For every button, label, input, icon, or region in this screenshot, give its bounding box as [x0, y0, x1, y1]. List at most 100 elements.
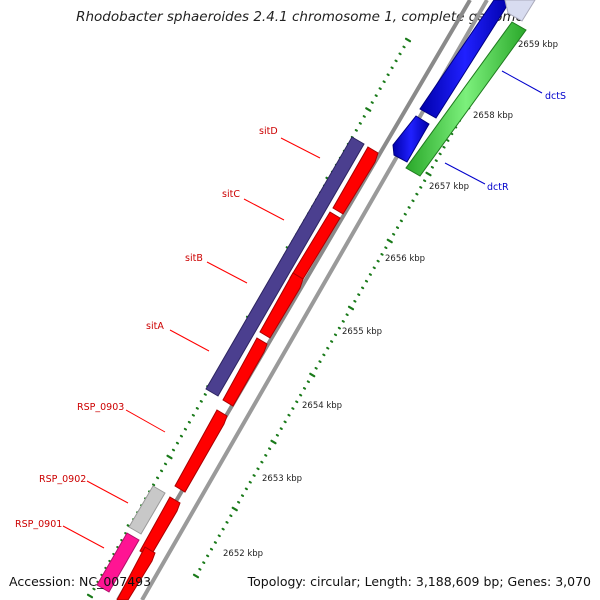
tick-label-2656: 2656 kbp	[385, 254, 425, 264]
leader-RSP_0901	[62, 525, 105, 549]
tick-minor	[217, 534, 221, 538]
cds-sitB	[259, 272, 304, 339]
gene-dctR-green	[405, 21, 527, 177]
tick-minor	[264, 454, 268, 457]
cds-track	[116, 146, 379, 600]
tick-minor	[268, 447, 272, 451]
tick-minor	[438, 152, 442, 156]
tick-minor	[318, 360, 322, 363]
tick-label-2659: 2659 kbp	[518, 40, 558, 50]
tick-minor	[434, 159, 438, 162]
tick-minor	[370, 101, 374, 104]
tick-minor	[229, 514, 233, 518]
tick-label-2652: 2652 kbp	[223, 549, 263, 559]
label-RSP_0902: RSP_0902	[39, 474, 86, 485]
tick-minor	[390, 66, 394, 70]
tick-minor	[175, 441, 180, 445]
tick-minor	[252, 474, 256, 477]
label-sitB: sitB	[185, 253, 203, 264]
tick-minor	[295, 400, 299, 404]
tick-minor	[187, 420, 191, 424]
tick-minor	[382, 80, 386, 84]
tick-minor	[299, 393, 303, 397]
tick-major	[270, 439, 277, 445]
tick-minor	[394, 59, 398, 63]
tick-minor	[92, 587, 96, 591]
tick-minor	[353, 299, 357, 303]
tick-minor	[330, 340, 334, 343]
tick-minor	[155, 476, 160, 480]
cds-sitA	[222, 337, 268, 407]
tick-minor	[395, 226, 400, 229]
tick-minor	[341, 320, 345, 323]
tick-minor	[221, 527, 225, 531]
tick-minor	[260, 460, 264, 464]
leader-dctS	[501, 70, 543, 94]
tick-major	[166, 454, 173, 460]
cds-RSP_0903	[174, 409, 228, 493]
tick-labels: 2652 kbp 2653 kbp 2654 kbp 2655 kbp 2656…	[223, 40, 558, 559]
label-RSP_0903: RSP_0903	[77, 402, 124, 413]
cds-sitD	[332, 146, 379, 215]
tick-major	[347, 305, 355, 311]
tick-major	[86, 593, 94, 599]
tick-major	[425, 171, 432, 177]
tick-minor	[152, 483, 156, 487]
tick-minor	[361, 286, 365, 290]
tick-minor	[419, 186, 423, 189]
tick-minor	[411, 199, 415, 203]
tick-minor	[415, 192, 419, 196]
label-dctR: dctR	[487, 182, 509, 193]
tick-minor	[430, 165, 434, 169]
tick-minor	[225, 521, 229, 524]
map-title: Rhodobacter sphaeroides 2.4.1 chromosome…	[76, 9, 524, 25]
gene-labels: sitD sitC sitB sitA RSP_0903 RSP_0902 RS…	[15, 70, 566, 549]
backbone-outer	[116, 0, 472, 600]
tick-major	[309, 372, 316, 378]
tick-minor	[191, 413, 195, 417]
genome-summary-text: Topology: circular; Length: 3,188,609 bp…	[247, 574, 591, 589]
tick-label-2655: 2655 kbp	[342, 327, 382, 337]
tick-minor	[213, 541, 217, 544]
leader-dctR	[444, 162, 486, 185]
tick-minor	[326, 346, 330, 350]
tick-minor	[402, 45, 406, 49]
tick-minor	[376, 259, 380, 263]
cds-RSP_0902	[139, 496, 181, 558]
tick-minor	[291, 407, 295, 410]
tick-minor	[287, 413, 291, 417]
tick-minor	[314, 366, 318, 370]
tick-minor	[179, 434, 184, 438]
label-dctS: dctS	[545, 91, 566, 102]
accession-text: Accession: NC_007493	[9, 574, 152, 589]
tick-minor	[199, 400, 203, 403]
tick-minor	[354, 128, 358, 132]
tick-minor	[202, 561, 206, 564]
tick-minor	[378, 87, 382, 91]
tick-minor	[159, 469, 164, 473]
tick-major	[404, 37, 412, 43]
label-sitA: sitA	[146, 321, 164, 332]
tick-minor	[423, 179, 427, 183]
tick-major	[231, 506, 238, 512]
tick-major	[192, 573, 200, 579]
tick-minor	[209, 547, 214, 551]
tick-minor	[248, 480, 252, 484]
tick-minor	[368, 273, 372, 276]
feature-light-top	[504, 0, 536, 22]
tick-minor	[237, 500, 241, 504]
tick-minor	[198, 567, 202, 571]
tick-minor	[345, 313, 349, 317]
leader-RSP_0902	[86, 480, 129, 504]
tick-minor	[195, 406, 199, 410]
tick-minor	[306, 380, 310, 384]
tick-minor	[358, 122, 362, 125]
tick-label-2658: 2658 kbp	[473, 111, 513, 121]
tick-minor	[256, 467, 260, 471]
tick-major	[386, 238, 393, 244]
tick-minor	[446, 139, 450, 142]
tick-minor	[442, 145, 446, 149]
tick-minor	[384, 246, 388, 250]
tick-label-2657: 2657 kbp	[429, 182, 469, 192]
tick-minor	[399, 219, 403, 223]
